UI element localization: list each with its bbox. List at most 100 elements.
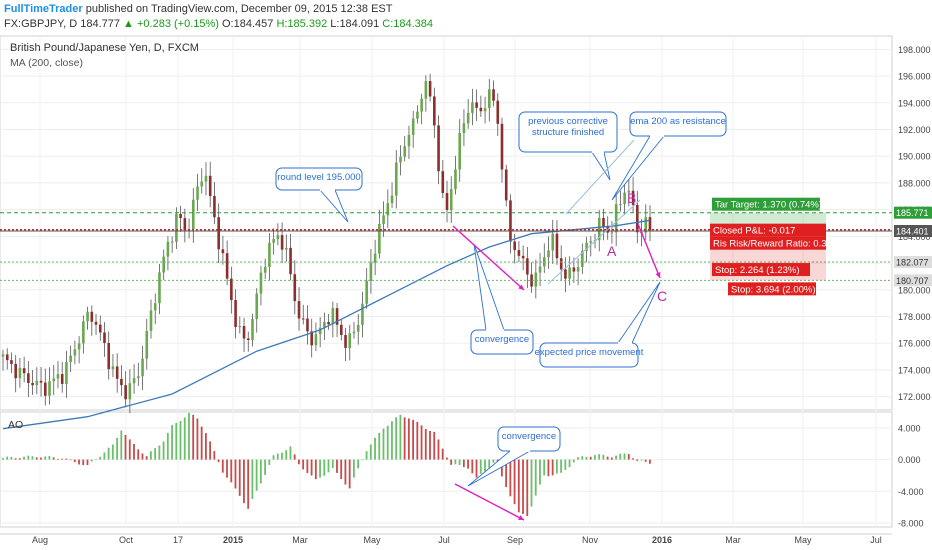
x-tick-label: Mar — [725, 535, 741, 545]
ao-bar — [391, 421, 393, 460]
ao-bar — [585, 456, 588, 460]
candle-body — [27, 373, 30, 384]
price-panel[interactable] — [0, 35, 893, 411]
ao-tick-label: 0.000 — [898, 455, 921, 465]
candle-body — [82, 321, 85, 344]
brand-name[interactable]: FullTimeTrader — [4, 3, 83, 15]
candle-body — [272, 239, 275, 243]
stop2-label-box[interactable] — [728, 282, 816, 296]
candle-body — [200, 181, 204, 187]
ao-bar — [221, 459, 224, 473]
ao-bar — [530, 459, 533, 507]
ao-bar — [564, 459, 567, 471]
candle-body — [597, 217, 601, 241]
ao-bar — [331, 459, 334, 469]
candle-body — [576, 266, 580, 272]
ao-bar — [467, 459, 469, 469]
candle-body — [428, 81, 432, 97]
price-badge-text: 184.401 — [896, 227, 929, 237]
ao-bar — [103, 452, 106, 460]
chart-title: British Pound/Japanese Yen, D, FXCM — [10, 42, 199, 54]
callout-round-level-box[interactable] — [275, 167, 363, 191]
ao-bar — [327, 459, 330, 473]
callout-convergence-ao-text: convergence — [502, 431, 556, 442]
divergence-arrow-price — [452, 225, 525, 291]
ao-bar — [479, 459, 482, 474]
price-tick-label: 188.000 — [898, 178, 931, 188]
candle-body — [492, 89, 495, 101]
ao-bar — [196, 418, 199, 460]
ao-bar — [95, 459, 97, 461]
candle-body — [115, 366, 119, 379]
ao-bar — [293, 454, 296, 460]
callout-corrective-box[interactable] — [518, 111, 618, 153]
candle-body — [145, 330, 149, 359]
candle-body — [242, 326, 246, 339]
candle-body — [378, 223, 381, 254]
ao-bar — [572, 459, 575, 463]
ao-bar — [158, 445, 161, 460]
candle-body — [149, 310, 153, 331]
ao-bar — [492, 459, 495, 463]
candle-body — [411, 118, 415, 135]
ao-bar — [649, 459, 651, 464]
stop2-label-text: Stop: 3.694 (2.00%) — [731, 284, 816, 295]
ao-bar — [513, 459, 516, 505]
ao-bar — [124, 434, 127, 460]
candle-body — [22, 368, 26, 374]
candle-body — [73, 349, 77, 356]
stop1-label-box[interactable] — [712, 263, 810, 277]
callout-expected-box[interactable] — [539, 342, 639, 368]
ao-bar — [69, 459, 72, 461]
x-tick-label: Jul — [870, 535, 882, 545]
ao-bar — [640, 459, 643, 461]
ao-bar — [255, 459, 258, 491]
callout-ema-box[interactable] — [629, 111, 727, 137]
candle-body — [348, 333, 352, 348]
candle-body — [107, 342, 111, 370]
candle-body — [94, 321, 98, 325]
wave-label-a: A — [607, 243, 617, 259]
ao-bar — [627, 454, 630, 460]
ao-bar — [509, 459, 512, 497]
ao-bar — [2, 458, 4, 460]
candle-body — [310, 331, 313, 346]
ao-bar — [23, 456, 25, 460]
x-tick-label: Sep — [507, 535, 523, 545]
ao-panel[interactable] — [0, 411, 893, 528]
candle-body — [175, 213, 178, 242]
candle-body — [255, 293, 259, 320]
price-tick-label: 172.000 — [898, 392, 931, 402]
chart-header: FullTimeTrader published on TradingView.… — [0, 0, 932, 34]
ao-bar — [615, 455, 617, 460]
candle-body — [213, 195, 216, 218]
candle-body — [98, 324, 102, 333]
callout-convergence-text: convergence — [475, 334, 529, 345]
candle-body — [208, 175, 212, 196]
ao-bar — [517, 459, 520, 513]
callout-round-level-text: round level 195.000 — [277, 172, 360, 183]
ao-bar — [52, 457, 55, 460]
candle-body — [462, 123, 466, 133]
target-label-box[interactable] — [712, 197, 820, 211]
candle-body — [14, 363, 17, 379]
candle-body — [437, 125, 440, 172]
ao-bar — [298, 459, 300, 465]
ao-bar — [137, 449, 140, 460]
ao-bar — [399, 414, 402, 460]
candle-body — [475, 102, 478, 108]
candle-body — [441, 171, 445, 194]
ao-bar — [65, 458, 68, 460]
ao-bar — [111, 444, 114, 460]
indicator-label: MA (200, close) — [10, 57, 83, 69]
ao-bar — [420, 425, 423, 460]
risk-reward-label-box[interactable] — [710, 236, 826, 250]
price-tick-label: 176.000 — [898, 339, 931, 349]
closed-pnl-label-box[interactable] — [710, 223, 826, 237]
ao-bar — [179, 421, 182, 460]
candle-body — [648, 217, 652, 231]
callout-corrective-text: structure finished — [532, 127, 604, 138]
candle-body — [344, 335, 347, 348]
ao-bar — [577, 457, 579, 460]
